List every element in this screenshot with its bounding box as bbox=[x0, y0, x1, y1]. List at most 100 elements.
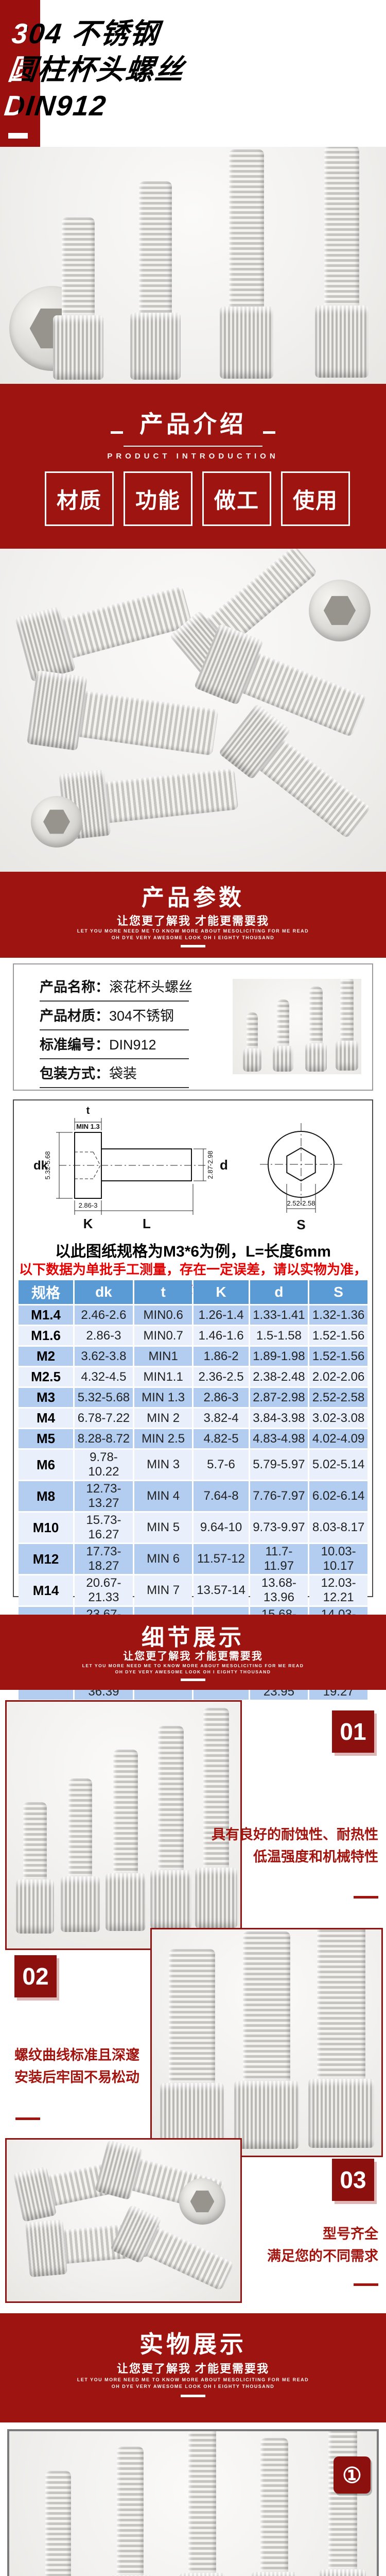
screw-thread bbox=[340, 979, 354, 1041]
banner-dash bbox=[181, 1679, 205, 1681]
screw-thread bbox=[113, 1750, 138, 1873]
detail-dash-3 bbox=[354, 2283, 378, 2286]
col-header: K bbox=[194, 1280, 249, 1304]
value-cell: MIN 1.3 bbox=[134, 1388, 192, 1407]
table-row: M14 20.67-21.33 MIN 7 13.57-14 13.68-13.96 12… bbox=[19, 1575, 367, 1605]
table-row: M8 12.73-13.27 MIN 4 7.64-8 7.76-7.97 6.02-6.… bbox=[19, 1481, 367, 1511]
value-cell: 9.73-9.97 bbox=[250, 1513, 308, 1543]
screw-head bbox=[273, 1046, 293, 1072]
value-cell: 4.02-4.09 bbox=[309, 1429, 367, 1448]
info-label: 标准编号： bbox=[40, 1037, 109, 1053]
col-header: 规格 bbox=[19, 1280, 74, 1304]
value-cell: 13.57-14 bbox=[194, 1575, 249, 1605]
banner-gallery: 实物展示 让您更了解我 才能更需要我 LET YOU MORE NEED ME … bbox=[0, 2313, 386, 2422]
table-row: M2 3.62-3.8 MIN1 1.86-2 1.89-1.98 1.52-1.56 bbox=[19, 1347, 367, 1366]
info-value: DIN912 bbox=[109, 1037, 156, 1053]
value-cell: 1.52-1.56 bbox=[309, 1326, 367, 1345]
screw-head bbox=[106, 1873, 146, 1931]
screw-thread bbox=[243, 1931, 290, 2081]
screw-thread bbox=[62, 586, 193, 658]
page-title: 304 不锈钢 圆柱杯头螺丝 DIN912 bbox=[3, 15, 374, 124]
intro-button-usage: 使用 bbox=[281, 471, 350, 526]
info-row: 产品材质：304不锈钢 bbox=[40, 1005, 189, 1030]
detail-photo-2 bbox=[150, 1928, 383, 2157]
value-cell: MIN1 bbox=[134, 1347, 192, 1366]
spec-cell: M8 bbox=[19, 1481, 74, 1511]
dim-d-label: d bbox=[220, 1157, 228, 1173]
detail-dash-2 bbox=[15, 2117, 40, 2120]
banner-dash bbox=[181, 945, 205, 947]
info-label: 产品名称： bbox=[40, 979, 109, 995]
banner-tagline-en1: LET YOU MORE NEED ME TO KNOW MORE ABOUT … bbox=[77, 928, 309, 934]
banner-title: 实物展示 bbox=[139, 2331, 247, 2358]
spec-cell: M12 bbox=[19, 1544, 74, 1574]
hex-socket-icon bbox=[43, 809, 70, 834]
screw-head-socket bbox=[309, 580, 371, 641]
detail-photo-1 bbox=[5, 1700, 242, 1950]
info-box-photo bbox=[233, 979, 361, 1074]
screw-thread bbox=[117, 2447, 144, 2575]
screw-thread bbox=[188, 2431, 216, 2573]
value-cell: 9.78-10.22 bbox=[75, 1450, 133, 1480]
value-cell: 11.57-12 bbox=[194, 1544, 249, 1574]
table-row: M3 5.32-5.68 MIN 1.3 2.86-3 2.87-2.98 2.52-2.… bbox=[19, 1388, 367, 1407]
value-cell: 20.67-21.33 bbox=[75, 1575, 133, 1605]
value-cell: 2.36-2.5 bbox=[194, 1367, 249, 1386]
screw-head bbox=[234, 2081, 299, 2149]
dim-dk-label: dk bbox=[33, 1159, 48, 1173]
col-header: d bbox=[250, 1280, 308, 1304]
screw-head bbox=[308, 2079, 374, 2148]
spec-box: t MIN 1.3 dk 5.32-5.68 2.86-3 K L 2.87-2… bbox=[13, 1099, 373, 1700]
screw-head bbox=[180, 2573, 225, 2576]
banner-subtitle: 让您更了解我 才能更需要我 bbox=[123, 1651, 263, 1662]
banner-dash bbox=[181, 2395, 205, 2397]
screw-head bbox=[150, 1870, 191, 1929]
value-cell: 4.82-5 bbox=[194, 1429, 249, 1448]
screw-head-socket bbox=[31, 796, 82, 848]
value-cell: MIN0.6 bbox=[134, 1306, 192, 1325]
screw-thread bbox=[23, 1802, 47, 1879]
value-cell: 1.89-1.98 bbox=[250, 1347, 308, 1366]
dim-s-label: S bbox=[296, 1217, 305, 1232]
value-cell: 3.62-3.8 bbox=[75, 1347, 133, 1366]
value-cell: 12.73-13.27 bbox=[75, 1481, 133, 1511]
detail-text-2: 螺纹曲线标准且深邃 安装后牢固不易松动 bbox=[14, 2047, 139, 2085]
value-cell: 7.76-7.97 bbox=[250, 1481, 308, 1511]
value-cell: 3.02-3.08 bbox=[309, 1409, 367, 1428]
detail-badge-02: 02 bbox=[14, 1955, 57, 1997]
screw-thread bbox=[247, 1012, 258, 1048]
screw-thread bbox=[328, 2431, 357, 2569]
value-cell: 1.52-1.56 bbox=[309, 1347, 367, 1366]
value-cell: MIN 2.5 bbox=[134, 1429, 192, 1448]
value-cell: 2.38-2.48 bbox=[250, 1367, 308, 1386]
screw-head bbox=[61, 1876, 100, 1932]
value-cell: 8.28-8.72 bbox=[75, 1429, 133, 1448]
screw-thread bbox=[317, 1929, 365, 2079]
spec-cell: M1.4 bbox=[19, 1306, 74, 1325]
screw-head bbox=[25, 2219, 67, 2277]
banner-subtitle: 让您更了解我 才能更需要我 bbox=[116, 914, 270, 927]
banner-title: 产品参数 bbox=[142, 885, 244, 910]
value-cell: MIN1.1 bbox=[134, 1367, 192, 1386]
screw-thread bbox=[324, 147, 359, 306]
dim-l-label: L bbox=[143, 1216, 151, 1231]
screw-thread bbox=[139, 181, 172, 313]
banner-product-intro: 产品介绍 PRODUCT INTRODUCTION 材质 功能 做工 使用 bbox=[0, 384, 386, 549]
screw-thread bbox=[68, 1778, 92, 1876]
red-stripe bbox=[0, 0, 40, 147]
spec-cell: M1.6 bbox=[19, 1326, 74, 1345]
screw-thread bbox=[105, 768, 239, 823]
value-cell: MIN 4 bbox=[134, 1481, 192, 1511]
value-cell: 4.83-4.98 bbox=[250, 1429, 308, 1448]
value-cell: 1.32-1.36 bbox=[309, 1306, 367, 1325]
value-cell: 9.64-10 bbox=[194, 1513, 249, 1543]
title-line-3: DIN912 bbox=[3, 90, 109, 122]
badge-circle-1: ① bbox=[334, 2456, 371, 2494]
title-dash bbox=[8, 133, 28, 139]
screw-head bbox=[195, 1868, 237, 1928]
detail-photo-3 bbox=[5, 2138, 242, 2303]
spec-cell: M6 bbox=[19, 1450, 74, 1480]
value-cell: MIN 5 bbox=[134, 1513, 192, 1543]
dim-t-label: t bbox=[86, 1107, 90, 1116]
value-cell: 5.32-5.68 bbox=[75, 1388, 133, 1407]
